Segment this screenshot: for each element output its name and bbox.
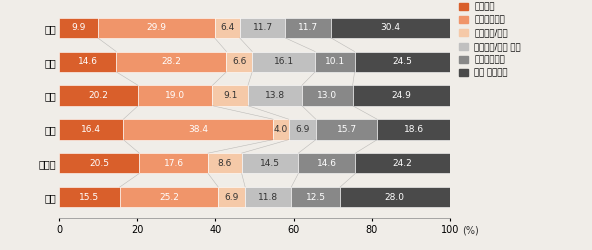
Text: 38.4: 38.4 [188,125,208,134]
Text: 6.4: 6.4 [220,23,234,32]
Bar [316,119,377,140]
Bar [377,119,450,140]
Bar [59,187,120,207]
Bar [240,18,285,38]
Text: 13.0: 13.0 [317,91,337,100]
Text: 8.6: 8.6 [218,159,232,168]
Bar [298,153,355,174]
Bar [289,119,316,140]
Bar [59,52,116,72]
Bar [59,153,139,174]
Bar [245,187,291,207]
Text: (%): (%) [462,226,478,236]
Bar [331,18,450,38]
Bar [59,18,98,38]
Bar [215,18,240,38]
Text: 10.1: 10.1 [325,57,345,66]
Text: 11.7: 11.7 [253,23,273,32]
Text: 24.2: 24.2 [392,159,413,168]
Text: 11.8: 11.8 [258,193,278,202]
Text: 6.9: 6.9 [224,193,239,202]
Bar [120,187,218,207]
Text: 14.5: 14.5 [260,159,280,168]
Text: 14.6: 14.6 [78,57,98,66]
Bar [218,187,245,207]
Text: 13.8: 13.8 [265,91,285,100]
Text: 18.6: 18.6 [404,125,424,134]
Text: 6.9: 6.9 [295,125,310,134]
Bar [291,187,340,207]
Bar [59,86,138,106]
Text: 9.9: 9.9 [72,23,86,32]
Bar [208,153,242,174]
Text: 15.5: 15.5 [79,193,99,202]
Bar [139,153,208,174]
Bar [274,119,289,140]
Text: 19.0: 19.0 [165,91,185,100]
Text: 12.5: 12.5 [305,193,326,202]
Bar [353,86,450,106]
Legend: 의료용품, 진단영상기기, 치과기기/용품, 정형외과/보철 기기, 환자보조기기, 기타 의료기기: 의료용품, 진단영상기기, 치과기기/용품, 정형외과/보철 기기, 환자보조기… [458,1,522,78]
Bar [116,52,226,72]
Bar [98,18,215,38]
Bar [248,86,302,106]
Text: 16.4: 16.4 [81,125,101,134]
Bar [123,119,274,140]
Bar [340,187,449,207]
Bar [302,86,353,106]
Bar [315,52,355,72]
Text: 29.9: 29.9 [146,23,166,32]
Bar [213,86,248,106]
Text: 24.9: 24.9 [391,91,411,100]
Bar [138,86,213,106]
Text: 15.7: 15.7 [336,125,356,134]
Bar [226,52,252,72]
Text: 4.0: 4.0 [274,125,288,134]
Text: 9.1: 9.1 [223,91,237,100]
Text: 6.6: 6.6 [232,57,246,66]
Bar [252,52,315,72]
Bar [355,52,451,72]
Bar [285,18,331,38]
Bar [242,153,298,174]
Text: 20.5: 20.5 [89,159,110,168]
Bar [355,153,450,174]
Text: 25.2: 25.2 [159,193,179,202]
Text: 24.5: 24.5 [392,57,413,66]
Text: 11.7: 11.7 [298,23,318,32]
Text: 28.0: 28.0 [385,193,405,202]
Bar [59,119,123,140]
Text: 17.6: 17.6 [163,159,184,168]
Text: 16.1: 16.1 [274,57,294,66]
Text: 14.6: 14.6 [317,159,337,168]
Text: 28.2: 28.2 [162,57,181,66]
Text: 30.4: 30.4 [381,23,401,32]
Text: 20.2: 20.2 [89,91,108,100]
